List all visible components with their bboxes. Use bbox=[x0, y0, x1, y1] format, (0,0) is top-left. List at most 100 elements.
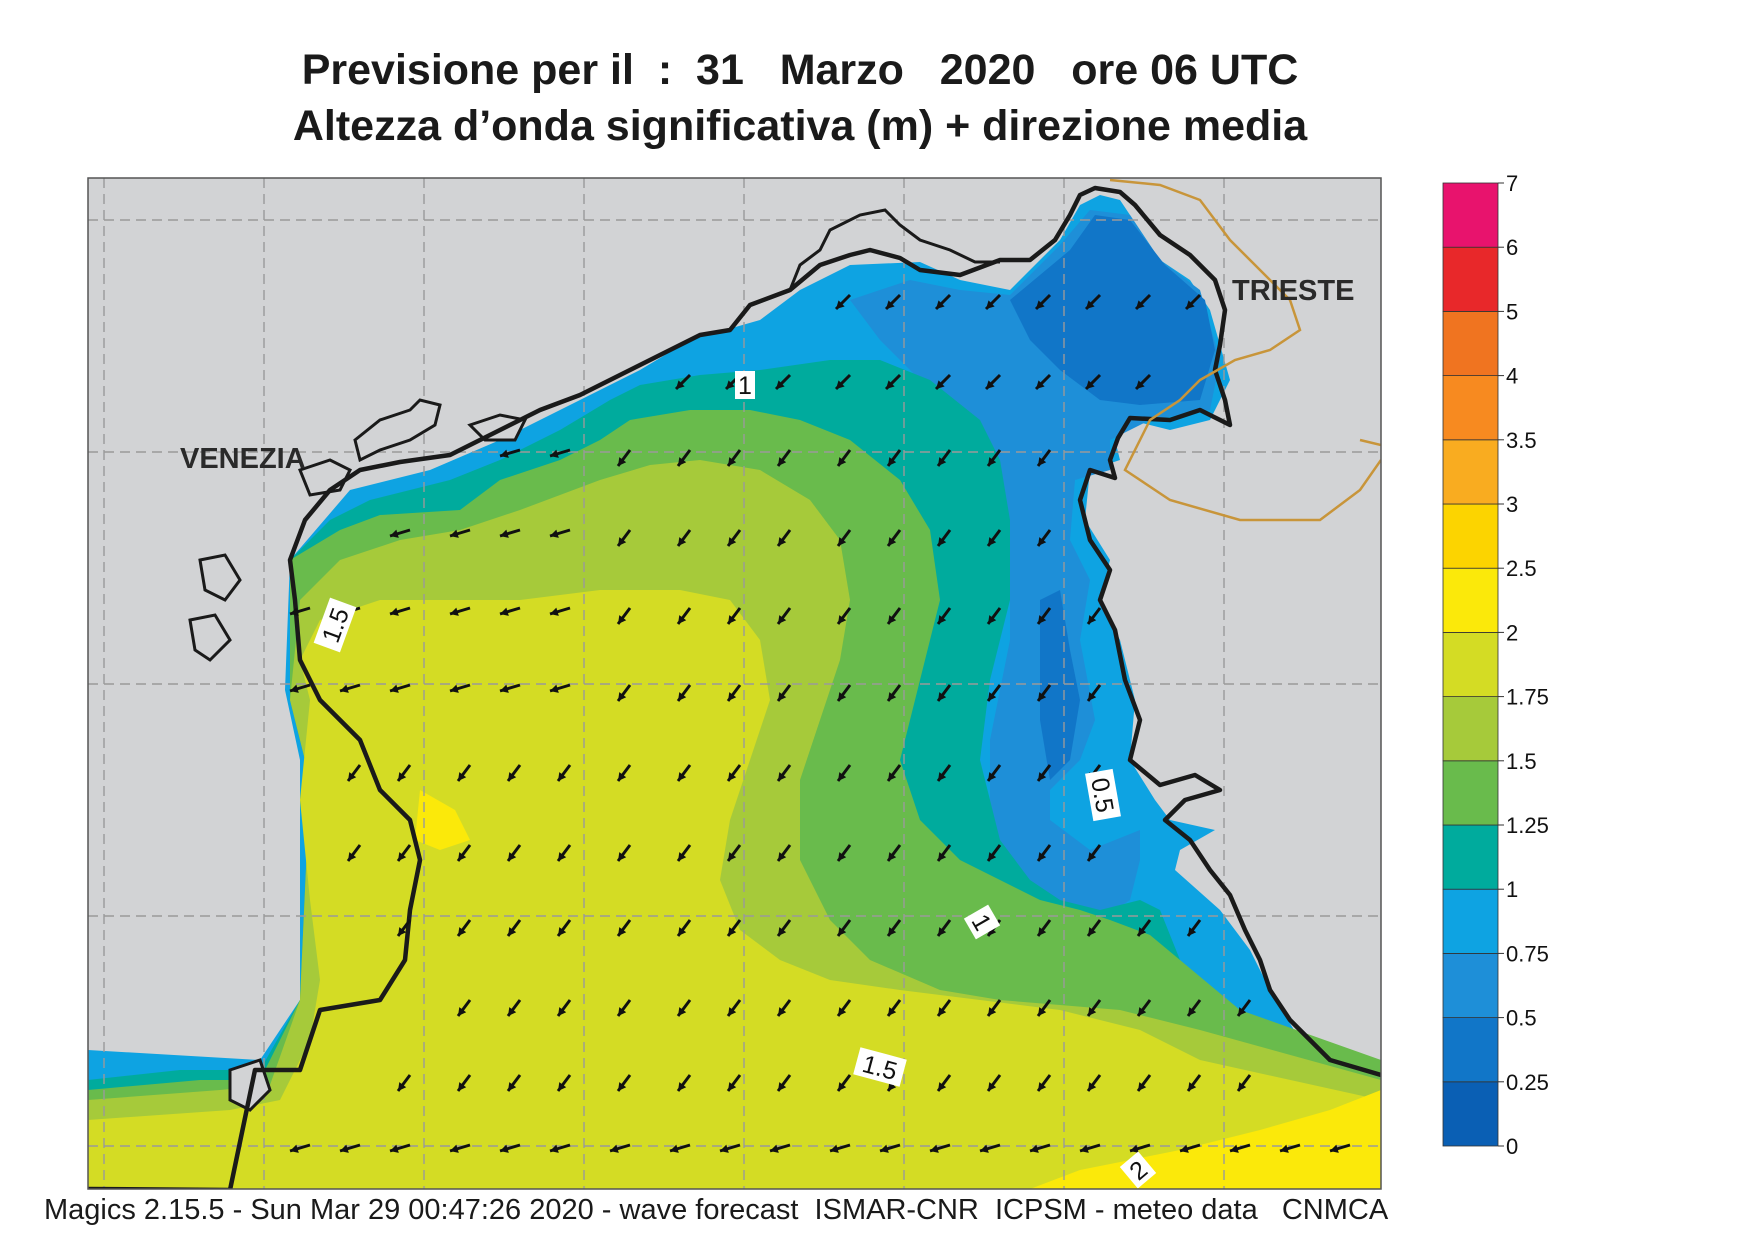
wave-direction-arrow-icon bbox=[934, 373, 952, 391]
wave-direction-arrow-icon bbox=[1084, 293, 1102, 311]
wave-direction-arrow-icon bbox=[396, 764, 412, 782]
wave-direction-arrow-icon bbox=[726, 684, 742, 702]
wave-direction-arrow-icon bbox=[986, 764, 1002, 782]
map-frame bbox=[87, 177, 1382, 1190]
wave-direction-arrow-icon bbox=[836, 607, 852, 625]
legend-swatch bbox=[1442, 760, 1499, 826]
wave-direction-arrow-icon bbox=[1036, 684, 1052, 702]
wave-direction-arrow-icon bbox=[289, 1143, 311, 1153]
place-label-trieste: TRIESTE bbox=[1232, 275, 1354, 307]
wave-direction-arrow-icon bbox=[456, 1074, 472, 1092]
wave-direction-arrow-icon bbox=[776, 764, 792, 782]
legend-swatch bbox=[1442, 888, 1499, 954]
wave-direction-arrow-icon bbox=[1229, 1143, 1251, 1153]
wave-direction-arrow-icon bbox=[836, 449, 852, 467]
wave-direction-arrow-icon bbox=[1036, 1074, 1052, 1092]
wave-direction-arrow-icon bbox=[886, 919, 902, 937]
legend-tick-label: 0.25 bbox=[1506, 1070, 1549, 1095]
wave-direction-arrow-icon bbox=[549, 528, 571, 538]
legend-swatch bbox=[1442, 310, 1499, 376]
legend-swatch bbox=[1442, 824, 1499, 890]
wave-direction-arrow-icon bbox=[1184, 293, 1202, 311]
wave-direction-arrow-icon bbox=[836, 844, 852, 862]
wave-direction-arrow-icon bbox=[886, 844, 902, 862]
wave-direction-arrow-icon bbox=[1036, 844, 1052, 862]
wave-direction-arrow-icon bbox=[879, 1143, 901, 1153]
wave-direction-arrow-icon bbox=[884, 293, 902, 311]
legend-swatch bbox=[1442, 1081, 1499, 1147]
wave-direction-arrow-icon bbox=[726, 607, 742, 625]
wave-direction-arrow-icon bbox=[616, 764, 632, 782]
wave-direction-arrow-icon bbox=[1036, 529, 1052, 547]
wave-direction-arrow-icon bbox=[979, 1143, 1001, 1153]
wave-direction-arrow-icon bbox=[449, 1143, 471, 1153]
wave-direction-arrow-icon bbox=[936, 919, 952, 937]
coastline bbox=[88, 185, 1381, 1189]
wave-direction-arrow-icon bbox=[936, 449, 952, 467]
wave-direction-arrow-icon bbox=[456, 764, 472, 782]
wave-direction-arrow-icon bbox=[884, 373, 902, 391]
wave-direction-arrow-icon bbox=[986, 607, 1002, 625]
wave-direction-arrow-icon bbox=[499, 528, 521, 538]
legend-tick-label: 0 bbox=[1506, 1134, 1518, 1159]
northern-land-outline bbox=[788, 208, 1000, 291]
wave-direction-arrow-icon bbox=[1134, 293, 1152, 311]
wave-direction-arrow-icon bbox=[616, 529, 632, 547]
wave-direction-arrow-icon bbox=[936, 529, 952, 547]
wave-direction-arrow-icon bbox=[616, 449, 632, 467]
legend-swatch bbox=[1442, 182, 1499, 248]
wave-direction-arrow-icon bbox=[456, 919, 472, 937]
wave-direction-arrow-icon bbox=[1086, 919, 1102, 937]
legend-tick-label: 5 bbox=[1506, 299, 1518, 324]
wave-direction-arrow-icon bbox=[339, 683, 361, 693]
contour-label-0.5-east: 0.5 bbox=[1085, 776, 1119, 815]
legend-swatch bbox=[1442, 696, 1499, 762]
wave-direction-arrow-icon bbox=[986, 449, 1002, 467]
wave-direction-arrow-icon bbox=[1086, 999, 1102, 1017]
wave-direction-arrow-icon bbox=[1036, 764, 1052, 782]
footer-credits: Magics 2.15.5 - Sun Mar 29 00:47:26 2020… bbox=[44, 1194, 1389, 1226]
wave-direction-arrow-icon bbox=[986, 684, 1002, 702]
wave-direction-arrow-icon bbox=[346, 844, 362, 862]
wave-direction-arrow-icon bbox=[986, 1074, 1002, 1092]
wave-direction-arrow-icon bbox=[289, 683, 311, 693]
wave-direction-arrow-icon bbox=[1186, 1074, 1202, 1092]
wave-direction-arrow-icon bbox=[769, 1143, 791, 1153]
wave-direction-arrow-icon bbox=[984, 293, 1002, 311]
wave-direction-arrow-icon bbox=[836, 529, 852, 547]
national-border bbox=[1109, 178, 1381, 522]
wave-direction-arrow-icon bbox=[886, 684, 902, 702]
wave-direction-arrow-icon bbox=[719, 1143, 741, 1153]
wave-direction-arrow-icon bbox=[886, 999, 902, 1017]
wave-direction-arrow-icon bbox=[506, 999, 522, 1017]
wave-direction-arrow-icon bbox=[499, 1143, 521, 1153]
map-area: 1 1.5 0.5 1 1.5 2 VENEZ bbox=[88, 178, 1381, 1189]
wave-direction-arrow-icon bbox=[1086, 844, 1102, 862]
wave-direction-arrow-icon bbox=[886, 764, 902, 782]
wave-direction-arrow-icon bbox=[1036, 449, 1052, 467]
wave-direction-arrow-icon bbox=[616, 999, 632, 1017]
wave-direction-arrow-icon bbox=[936, 764, 952, 782]
wave-direction-arrow-icon bbox=[616, 919, 632, 937]
wave-direction-arrow-icon bbox=[676, 844, 692, 862]
legend-tick-label: 1.75 bbox=[1506, 685, 1549, 710]
wave-direction-arrow-icon bbox=[836, 919, 852, 937]
wave-direction-arrow-icon bbox=[609, 1143, 631, 1153]
wave-direction-arrow-icon bbox=[1186, 919, 1202, 937]
color-legend: 0 0.25 0.5 0.75 1 1.25 1.5 1.75 2 2.5 3 3.5 4 5 6 7 bbox=[1442, 171, 1549, 1159]
wave-direction-arrow-icon bbox=[776, 844, 792, 862]
wave-direction-arrow-icon bbox=[936, 684, 952, 702]
wave-direction-arrow-icon bbox=[616, 844, 632, 862]
wave-direction-arrow-icon bbox=[1329, 1143, 1351, 1153]
wave-direction-arrow-icon bbox=[726, 919, 742, 937]
wave-direction-arrow-icon bbox=[776, 684, 792, 702]
legend-swatch bbox=[1442, 439, 1499, 505]
legend-tick-label: 2.5 bbox=[1506, 556, 1537, 581]
wave-direction-arrow-icon bbox=[829, 1143, 851, 1153]
wave-direction-arrow-icon bbox=[389, 683, 411, 693]
wave-direction-arrow-icon bbox=[1279, 1143, 1301, 1153]
legend-tick-label: 1.25 bbox=[1506, 813, 1549, 838]
wave-direction-arrow-icon bbox=[549, 606, 571, 616]
wave-direction-arrow-icon bbox=[289, 606, 311, 616]
